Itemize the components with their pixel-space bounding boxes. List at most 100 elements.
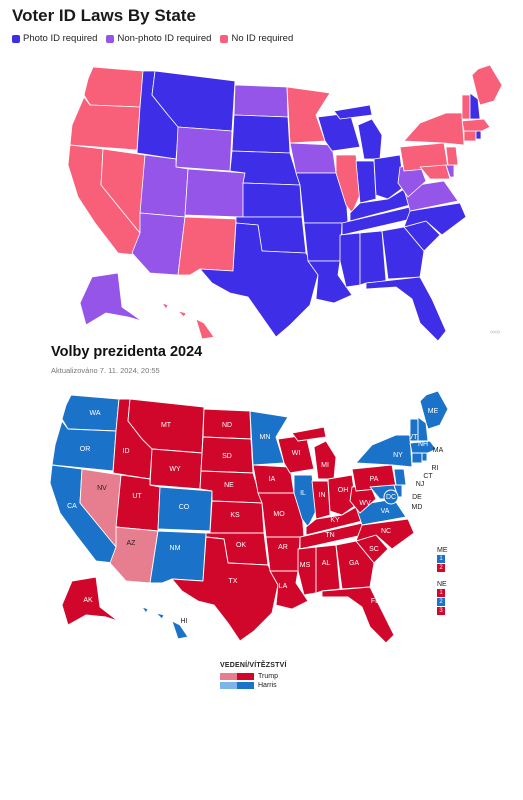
label-dc: DC	[386, 494, 396, 501]
legend-item-no-id: No ID required	[220, 33, 293, 44]
state-labels: WA OR CA NV ID MT WY UT AZ CO NM ND SD N…	[67, 408, 443, 625]
dots-icon[interactable]: ∞∞	[490, 329, 500, 336]
state-ak	[79, 272, 143, 326]
map2-title: Volby prezidenta 2024	[51, 344, 203, 360]
swatch-harris-leading	[220, 681, 237, 689]
state-ga	[381, 226, 425, 280]
label-az: AZ	[127, 540, 137, 547]
ne-district-2: 2	[437, 598, 445, 606]
results-legend: VEDENÍ/VÍTĚZSTVÍ Trump Harris	[220, 662, 287, 690]
state-ct	[411, 452, 423, 464]
legend-row-trump: Trump	[220, 672, 287, 680]
label-nd: ND	[222, 422, 232, 429]
label-mn: MN	[260, 434, 271, 441]
election-map: WA OR CA NV ID MT WY UT AZ CO NM ND SD N…	[49, 390, 449, 644]
state-ny	[403, 112, 465, 146]
state-al	[315, 544, 341, 594]
label-co: CO	[179, 504, 190, 511]
label-ok: OK	[236, 542, 246, 549]
state-nj	[393, 468, 407, 486]
label-la: LA	[279, 583, 288, 590]
legend-label-non-photo-id: Non-photo ID required	[117, 33, 212, 44]
label-sd: SD	[222, 453, 232, 460]
label-wi: WI	[292, 450, 301, 457]
label-de: DE	[412, 494, 422, 501]
swatch-no-id	[220, 34, 229, 43]
legend-item-photo-id: Photo ID required	[12, 33, 97, 44]
swatch-trump-leading	[220, 672, 237, 680]
state-vt	[461, 94, 471, 120]
state-mn	[286, 86, 331, 144]
state-hi	[161, 302, 215, 340]
legend-label-harris: Harris	[258, 681, 277, 689]
label-md: MD	[412, 504, 423, 511]
legend-label-photo-id: Photo ID required	[23, 33, 98, 44]
state-nc	[403, 202, 467, 236]
label-ct: CT	[423, 473, 433, 480]
state-nj	[445, 146, 459, 166]
label-vt: VT	[409, 434, 419, 441]
label-tn: TN	[325, 532, 334, 539]
state-in	[355, 160, 377, 204]
state-hi	[141, 606, 189, 640]
label-id: ID	[123, 448, 130, 455]
state-mi	[333, 104, 383, 160]
label-ky: KY	[330, 517, 340, 524]
state-ny	[355, 434, 413, 468]
state-tx	[199, 222, 319, 338]
label-ms: MS	[300, 562, 311, 569]
state-oh	[327, 474, 357, 516]
me-districts: ME 1 2	[437, 547, 448, 572]
label-pa: PA	[370, 476, 379, 483]
state-me	[419, 390, 449, 430]
label-mi: MI	[321, 462, 329, 469]
state-ks	[242, 182, 303, 218]
label-hi: HI	[181, 618, 188, 625]
label-nv: NV	[97, 485, 107, 492]
label-wa: WA	[89, 410, 100, 417]
label-fl: FL	[371, 598, 379, 605]
state-wy	[175, 126, 233, 172]
ne-districts-label: NE	[437, 581, 447, 588]
state-ar	[265, 536, 301, 572]
label-nj: NJ	[416, 481, 425, 488]
ne-districts: NE 1 2 3	[437, 581, 447, 615]
label-ma: MA	[433, 447, 444, 454]
label-ri: RI	[432, 465, 439, 472]
legend-item-non-photo-id: Non-photo ID required	[106, 33, 211, 44]
ne-district-1: 1	[437, 589, 445, 597]
updated-timestamp: Aktualizováno 7. 11. 2024, 20:55	[51, 366, 160, 375]
state-ms	[297, 546, 317, 596]
state-oh	[373, 154, 405, 200]
state-ga	[335, 540, 375, 590]
label-ny: NY	[393, 452, 403, 459]
state-ak	[61, 576, 119, 626]
swatch-non-photo-id	[106, 34, 115, 43]
label-wv: WV	[359, 500, 371, 507]
label-ks: KS	[230, 512, 240, 519]
state-fl	[365, 276, 447, 342]
state-al	[359, 230, 387, 286]
state-co	[184, 168, 246, 218]
dc-marker	[383, 489, 399, 505]
label-ia: IA	[269, 476, 276, 483]
state-az	[131, 212, 186, 276]
state-ar	[303, 222, 343, 262]
state-tx	[171, 536, 279, 642]
label-mo: MO	[273, 511, 285, 518]
state-ri	[421, 452, 428, 462]
map1-legend: Photo ID required Non-photo ID required …	[12, 33, 293, 44]
swatch-harris-won	[237, 681, 254, 689]
state-nh	[469, 92, 481, 120]
me-districts-label: ME	[437, 547, 448, 554]
label-ca: CA	[67, 503, 77, 510]
ne-district-3: 3	[437, 607, 445, 615]
state-me	[471, 64, 503, 106]
label-ga: GA	[349, 560, 359, 567]
label-sc: SC	[369, 546, 379, 553]
state-nm	[149, 530, 207, 584]
label-in: IN	[319, 492, 326, 499]
state-md	[419, 164, 451, 180]
label-oh: OH	[338, 487, 349, 494]
state-la	[269, 570, 309, 610]
